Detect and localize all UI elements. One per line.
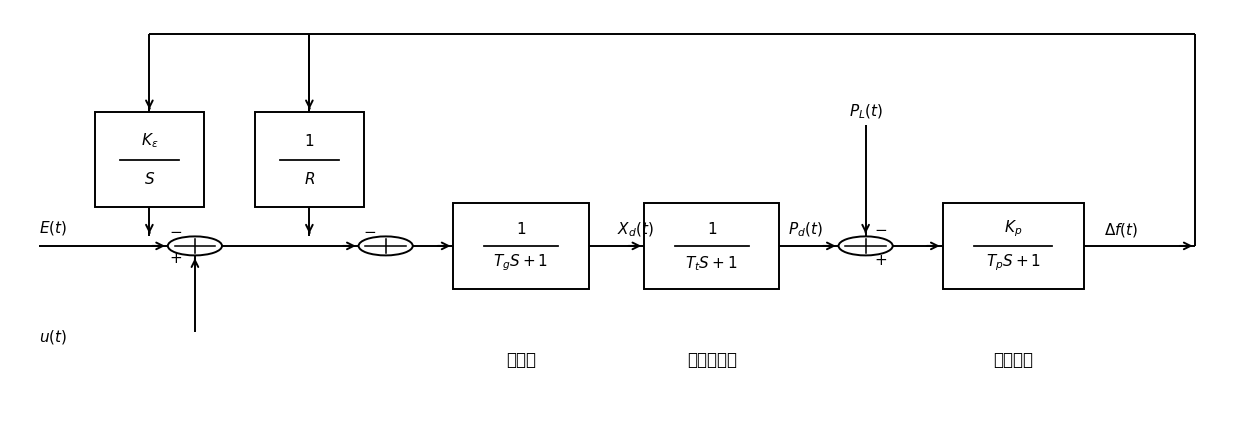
Text: $T_{t}S+1$: $T_{t}S+1$ [685,254,738,272]
Text: −: − [170,225,182,240]
Text: 调速器: 调速器 [506,351,536,369]
Text: 柴油发电机: 柴油发电机 [686,351,737,369]
Text: $T_{p}S+1$: $T_{p}S+1$ [986,253,1041,274]
Bar [255,112,363,207]
Text: −: − [875,223,887,238]
Bar [95,112,203,207]
Text: $E(t)$: $E(t)$ [38,219,67,237]
Bar [453,203,589,289]
Text: $u(t)$: $u(t)$ [38,327,67,345]
Text: $X_{d}(t)$: $X_{d}(t)$ [617,221,654,239]
Text: +: + [170,251,182,266]
Bar [644,203,779,289]
Text: $P_{L}(t)$: $P_{L}(t)$ [849,103,882,121]
Text: $T_{g}S+1$: $T_{g}S+1$ [493,253,549,274]
Text: $1$: $1$ [515,220,527,237]
Text: $1$: $1$ [706,220,717,237]
Text: $\Delta f(t)$: $\Delta f(t)$ [1104,221,1139,239]
Text: 电力系统: 电力系统 [994,351,1033,369]
Text: $1$: $1$ [305,132,315,149]
Text: $P_{d}(t)$: $P_{d}(t)$ [788,221,823,239]
Text: $S$: $S$ [144,171,155,187]
Text: $K_{p}$: $K_{p}$ [1004,218,1022,239]
Text: $K_{\varepsilon}$: $K_{\varepsilon}$ [141,131,159,150]
Text: −: − [363,225,375,240]
Text: +: + [875,253,887,268]
Text: $R$: $R$ [304,171,315,187]
Bar [943,203,1084,289]
